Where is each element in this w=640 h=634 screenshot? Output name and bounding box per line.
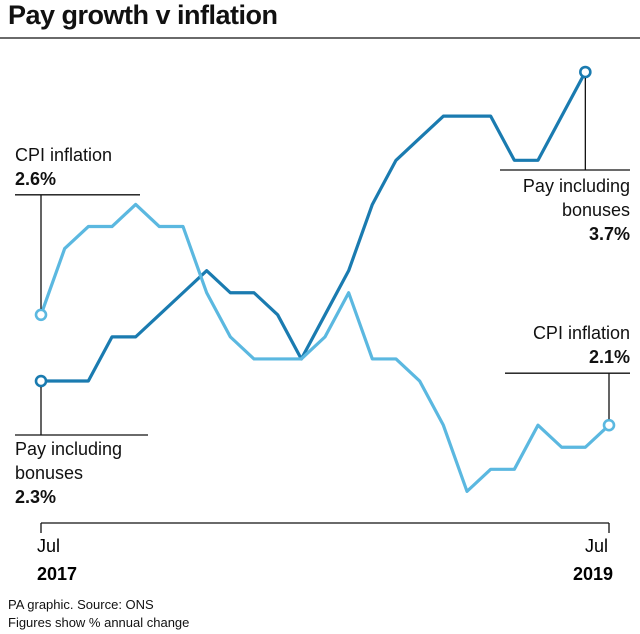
series-line [41, 71, 587, 383]
end-point [602, 418, 616, 432]
series-name: Pay including bonuses [15, 439, 123, 484]
value-label: 3.7% [588, 224, 630, 245]
x-tick-year: 2017 [37, 564, 77, 584]
series-label: CPI inflation 2.1% [495, 321, 630, 369]
footnote: Figures show % annual change [8, 615, 190, 630]
x-tick-label: Jul 2017 [37, 536, 77, 584]
end-point [34, 374, 48, 388]
x-tick-year: 2019 [573, 564, 613, 584]
series-label: Pay including bonuses 3.7% [495, 174, 630, 246]
chart-title: Pay growth v inflation [8, 0, 278, 30]
series-label: Pay including bonuses 2.3% [15, 437, 150, 509]
end-point [34, 308, 48, 322]
footnote: PA graphic. Source: ONS [8, 597, 154, 612]
x-tick-month: Jul [37, 536, 60, 556]
x-tick-label: Jul 2019 [573, 536, 613, 584]
footnotes: PA graphic. Source: ONS Figures show % a… [8, 596, 189, 632]
series-name: Pay including bonuses [522, 176, 630, 221]
end-point [579, 65, 592, 79]
x-tick-month: Jul [585, 536, 608, 556]
series-label: CPI inflation 2.6% [15, 143, 150, 191]
value-label: 2.6% [15, 168, 57, 189]
value-label: 2.3% [15, 487, 57, 508]
value-label: 2.1% [588, 347, 630, 368]
series-line [39, 202, 611, 493]
series-name: CPI inflation [532, 323, 630, 344]
series-name: CPI inflation [15, 144, 113, 165]
